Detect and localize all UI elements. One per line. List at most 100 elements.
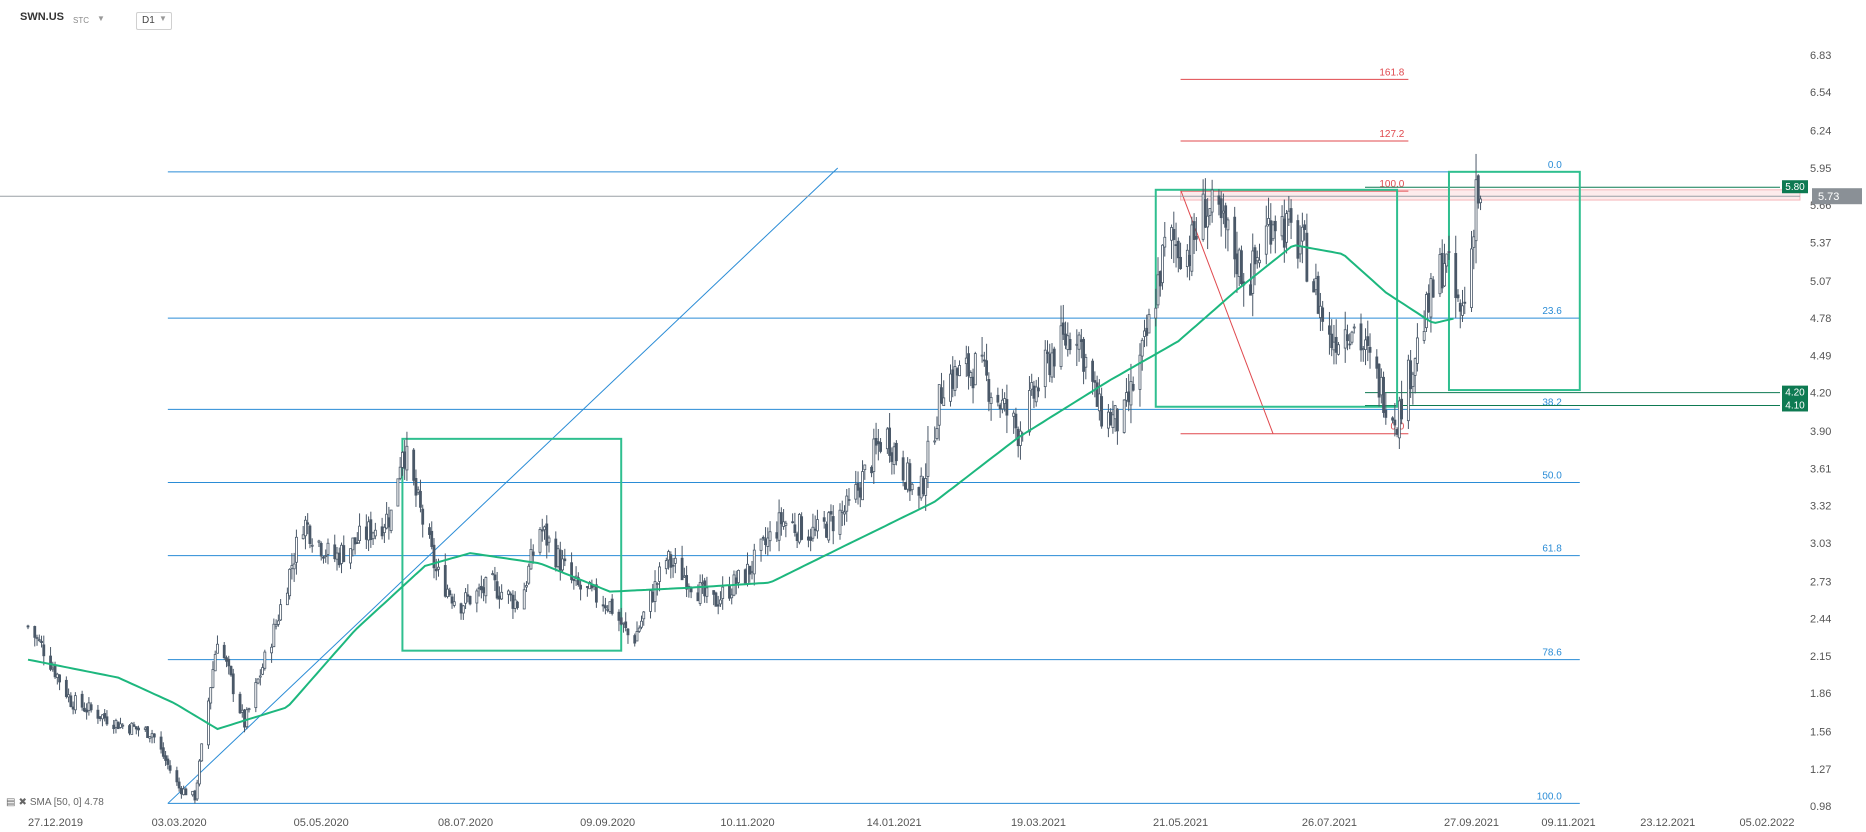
candle-body: [1445, 253, 1449, 267]
candle-body: [1368, 346, 1372, 353]
candle-body: [1097, 393, 1101, 412]
candle-body: [1116, 408, 1119, 432]
candle-body: [42, 644, 46, 657]
candle-body: [285, 592, 289, 606]
candle-body: [540, 529, 544, 532]
resistance-zone: [1180, 189, 1801, 201]
candle-body: [1131, 383, 1135, 391]
candle-body: [484, 577, 488, 597]
candle-body: [121, 724, 125, 727]
candle-body: [940, 387, 943, 404]
price-badge: 5.80: [1782, 180, 1808, 194]
candle-body: [184, 788, 188, 796]
candle-body: [1192, 221, 1196, 240]
candle-body: [1429, 278, 1433, 318]
y-tick-label: 3.32: [1810, 501, 1831, 513]
candle-body: [319, 542, 323, 557]
price-badge-bg: [1782, 180, 1808, 194]
candle-body: [1458, 302, 1462, 312]
candle-body: [1328, 325, 1331, 335]
indicator-list-icon[interactable]: ▤: [6, 797, 16, 808]
candle-body: [1217, 195, 1221, 205]
symbol-label[interactable]: SWN.US: [20, 11, 64, 23]
candle-body: [159, 736, 163, 750]
candle-body: [827, 512, 831, 541]
timeframe-label: D1: [142, 15, 155, 26]
candle-body: [1296, 220, 1300, 259]
candle-body: [1190, 224, 1194, 272]
candle-body: [182, 788, 186, 796]
candle-body: [698, 582, 702, 604]
candle-body: [1334, 336, 1338, 353]
candle-body: [137, 727, 140, 731]
y-tick-label: 6.54: [1810, 87, 1831, 99]
candle-body: [479, 585, 483, 591]
candle-body: [989, 397, 993, 404]
candle-body: [421, 508, 425, 525]
candle-body: [209, 687, 213, 704]
candle-body: [585, 586, 589, 588]
indicator-legend[interactable]: ▤ ✖ SMA [50, 0] 4.78: [6, 797, 107, 808]
candle-body: [1361, 348, 1365, 350]
candle-body: [216, 643, 219, 654]
candle-body: [161, 747, 165, 757]
timeframe-select[interactable]: D1 ▼: [136, 12, 172, 30]
candle-body: [164, 755, 167, 761]
candle-body: [1163, 236, 1167, 248]
candle-body: [200, 743, 204, 762]
candle-body: [892, 446, 896, 465]
candle-body: [227, 658, 231, 667]
y-tick-label: 2.15: [1810, 651, 1831, 663]
candle-body: [1287, 210, 1291, 220]
price-badge-label: 4.10: [1785, 400, 1805, 411]
candle-body: [1251, 250, 1255, 294]
candle-body: [951, 369, 955, 389]
candle-body: [608, 601, 612, 612]
candle-body: [748, 565, 752, 575]
candle-body: [885, 428, 889, 450]
candle-body: [1043, 349, 1047, 388]
candle-body: [434, 568, 438, 572]
candle-body: [493, 574, 497, 581]
candle-body: [1337, 344, 1340, 355]
candle-body: [430, 530, 434, 547]
symbol-type-label: STC: [73, 16, 89, 25]
candle-body: [1000, 399, 1004, 410]
candle-body: [152, 733, 156, 738]
candle-body: [446, 588, 449, 598]
candle-body: [840, 510, 844, 513]
symbol-chevron-down-icon[interactable]: ▼: [97, 14, 105, 23]
candle-body: [1364, 339, 1367, 350]
candle-body: [606, 608, 610, 611]
trendline: [167, 167, 839, 804]
candle-body: [764, 538, 767, 546]
candle-body: [734, 577, 738, 585]
candle-body: [308, 525, 312, 544]
price-badge-label: 5.80: [1785, 182, 1805, 193]
candle-body: [1463, 301, 1467, 304]
fib-red-label: 161.8: [1379, 67, 1404, 78]
candle-body: [664, 560, 668, 570]
candle-body: [1014, 413, 1018, 429]
candle-body: [466, 594, 470, 597]
fib-blue-label: 50.0: [1542, 470, 1562, 481]
candle-body: [1127, 391, 1131, 403]
candle-body: [525, 585, 528, 588]
candle-body: [779, 512, 783, 525]
candle-body: [412, 449, 416, 481]
candle-body: [831, 516, 835, 532]
candle-body: [872, 438, 876, 472]
candle-body: [1413, 358, 1417, 376]
candle-body: [998, 404, 1002, 410]
candle-body: [245, 709, 249, 728]
candle-body: [942, 397, 946, 407]
candle-body: [1406, 359, 1410, 422]
candle-body: [793, 524, 797, 533]
candle-body: [1431, 279, 1435, 298]
y-tick-label: 5.07: [1810, 276, 1831, 288]
close-icon[interactable]: ✖: [18, 797, 27, 808]
y-tick-label: 4.20: [1810, 388, 1831, 400]
candle-body: [1264, 225, 1268, 255]
candle-body: [146, 726, 149, 738]
